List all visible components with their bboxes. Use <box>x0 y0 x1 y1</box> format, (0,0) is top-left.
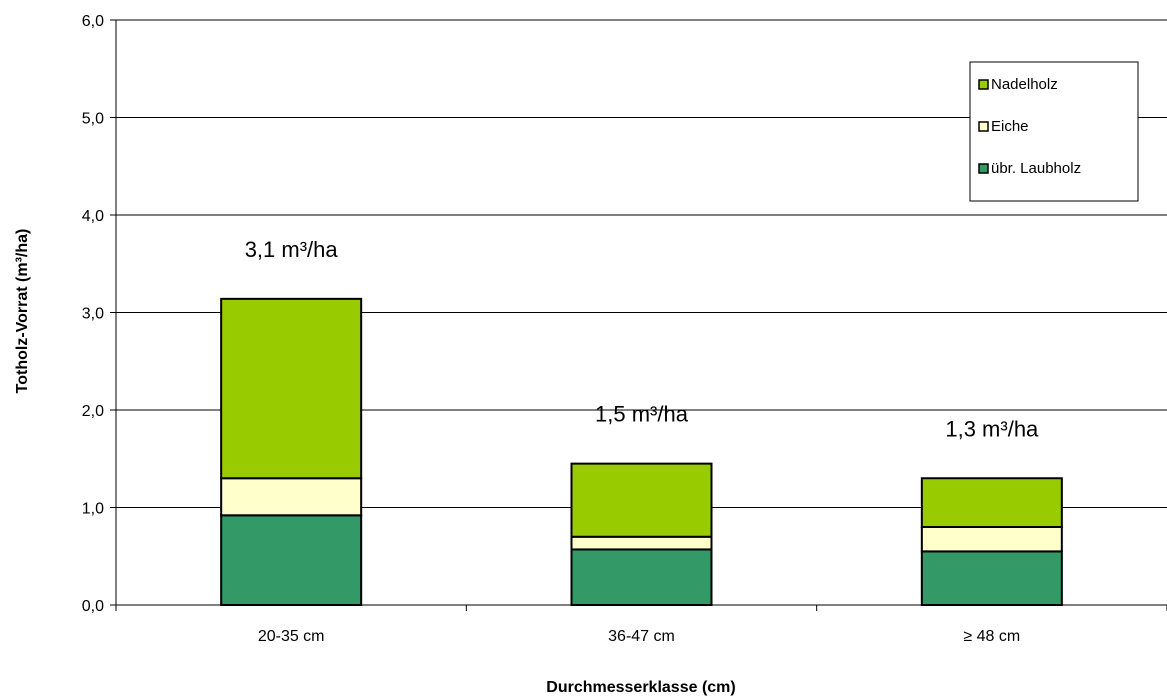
legend-swatch <box>978 79 989 90</box>
total-label: 1,3 m³/ha <box>945 416 1039 441</box>
total-labels: 3,1 m³/ha 1,5 m³/ha 1,3 m³/ha <box>245 237 1039 441</box>
bar-segment <box>570 548 713 606</box>
bar-segment <box>220 514 363 606</box>
y-tick-label: 0,0 <box>82 598 104 615</box>
bar-segment <box>920 477 1063 528</box>
x-tick-label: 36-47 cm <box>608 628 675 645</box>
bar-segment <box>570 535 713 551</box>
total-label: 3,1 m³/ha <box>245 237 339 262</box>
bar-segment <box>570 462 713 538</box>
x-tick-label: ≥ 48 cm <box>963 628 1020 645</box>
y-tick-label: 2,0 <box>82 403 104 420</box>
y-tick-label: 3,0 <box>82 306 104 323</box>
bars <box>220 297 1063 606</box>
legend-swatch <box>978 163 989 174</box>
y-tick-labels: 0,0 1,0 2,0 3,0 4,0 5,0 6,0 <box>82 13 104 615</box>
bar-segment <box>220 477 363 517</box>
legend-label: Eiche <box>991 118 1029 135</box>
axes <box>110 19 1167 611</box>
y-tick-label: 6,0 <box>82 13 104 30</box>
legend-swatch <box>978 121 989 132</box>
legend-label: übr. Laubholz <box>991 160 1081 177</box>
legend-items: Nadelholz Eiche übr. Laubholz <box>978 76 1081 177</box>
y-tick-label: 4,0 <box>82 208 104 225</box>
x-tick-label: 20-35 cm <box>258 628 325 645</box>
bar-segment <box>220 297 363 480</box>
y-tick-label: 5,0 <box>82 111 104 128</box>
bar-segment <box>920 526 1063 553</box>
total-label: 1,5 m³/ha <box>595 402 689 427</box>
legend-label: Nadelholz <box>991 76 1058 93</box>
legend-box <box>969 61 1139 202</box>
x-axis-title: Durchmesserklasse (cm) <box>546 679 735 696</box>
y-tick-label: 1,0 <box>82 501 104 518</box>
bar-segment <box>920 550 1063 606</box>
y-axis-title: Totholz-Vorrat (m³/ha) <box>14 229 31 394</box>
x-tick-labels: 20-35 cm 36-47 cm ≥ 48 cm <box>258 628 1020 645</box>
legend: Nadelholz Eiche übr. Laubholz <box>969 61 1139 202</box>
